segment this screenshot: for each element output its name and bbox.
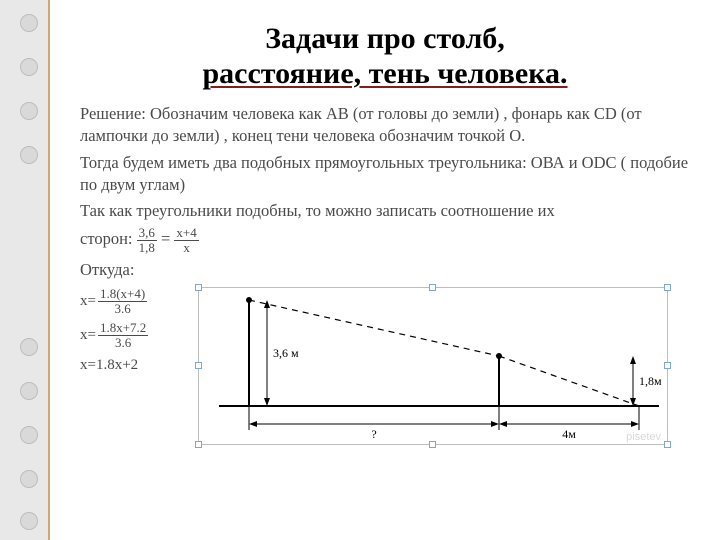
diagram-svg: pisetev 3,6 м 1,8м? 4м (199, 288, 669, 446)
paragraph-3a: Так как треугольники подобны, то можно з… (80, 200, 690, 222)
ratio-left: 3,6 1,8 (137, 226, 157, 254)
binder-hole (20, 338, 38, 356)
svg-text:1,8м: 1,8м (639, 374, 662, 388)
binder-holes (18, 0, 40, 540)
resize-handle[interactable] (195, 284, 202, 291)
otkuda: Откуда: (80, 259, 690, 281)
paragraph-1: Решение: Обозначим человека как АВ (от г… (80, 103, 690, 148)
paragraph-2: Тогда будем иметь два подобных прямоугол… (80, 152, 690, 197)
eq-1: x= 1.8(x+4) 3.6 (80, 287, 180, 315)
binder-hole (20, 426, 38, 444)
binder-hole (20, 146, 38, 164)
title-line-2: расстояние, тень человека. (202, 57, 567, 90)
resize-handle[interactable] (664, 362, 671, 369)
svg-text:pisetev: pisetev (626, 431, 661, 443)
binder-hole (20, 102, 38, 120)
equation-column: x= 1.8(x+4) 3.6 x= 1.8x+7.2 3.6 x=1.8x+2 (80, 287, 180, 376)
resize-handle[interactable] (664, 441, 671, 448)
resize-handle[interactable] (195, 362, 202, 369)
ratio-right: x+4 x (174, 226, 198, 254)
svg-text:?: ? (371, 427, 376, 441)
content: Решение: Обозначим человека как АВ (от г… (50, 95, 720, 445)
resize-handle[interactable] (429, 284, 436, 291)
binder-hole (20, 382, 38, 400)
binder-hole (20, 512, 38, 530)
svg-text:3,6 м: 3,6 м (273, 346, 299, 360)
resize-handle[interactable] (429, 441, 436, 448)
lower-row: x= 1.8(x+4) 3.6 x= 1.8x+7.2 3.6 x=1.8x+2 (80, 287, 690, 445)
title-line-1: Задачи про столб, (265, 22, 505, 55)
resize-handle[interactable] (664, 284, 671, 291)
diagram[interactable]: pisetev 3,6 м 1,8м? 4м (198, 287, 668, 445)
resize-handle[interactable] (195, 441, 202, 448)
svg-text:4м: 4м (562, 427, 576, 441)
eq-3: x=1.8x+2 (80, 355, 180, 375)
slide: Задачи про столб, расстояние, тень челов… (48, 0, 720, 540)
binder-hole (20, 470, 38, 488)
binder-hole (20, 14, 38, 32)
page-title: Задачи про столб, расстояние, тень челов… (50, 0, 720, 95)
paragraph-3b: сторон: 3,6 1,8 = x+4 x (80, 226, 690, 254)
eq-2: x= 1.8x+7.2 3.6 (80, 321, 180, 349)
binder-hole (20, 58, 38, 76)
